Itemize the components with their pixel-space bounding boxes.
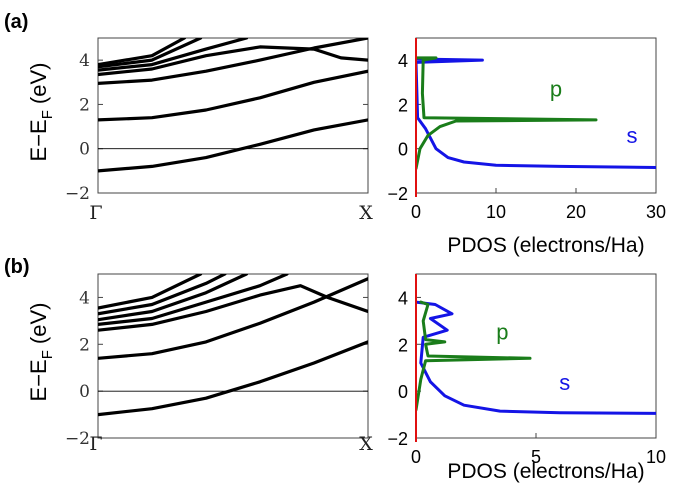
band-curve xyxy=(98,38,249,72)
band-curve xyxy=(98,274,289,326)
pdos-annotation-p: p xyxy=(550,77,562,102)
band-curve xyxy=(98,45,368,77)
pdos-y-tick-label: 4 xyxy=(398,288,408,308)
pdos-x-tick-label: 10 xyxy=(646,447,666,467)
band-curve xyxy=(98,274,203,310)
band-y-tick-label: 2 xyxy=(79,95,90,115)
pdos-x-axis-label: PDOS (electrons/Ha) xyxy=(447,234,644,257)
band-structure-plot: −2 0 2 4 Γ X xyxy=(65,37,373,224)
band-curves xyxy=(98,38,368,173)
pdos-x-tick-label: 20 xyxy=(566,202,586,222)
band-curve xyxy=(98,284,368,332)
y-axis-label-unit: (eV) xyxy=(26,303,51,345)
pdos-y-tick-label: 0 xyxy=(398,140,408,160)
pdos-y-tick-label: 0 xyxy=(398,382,408,402)
band-curve xyxy=(98,38,203,69)
y-axis-label-main: E−E xyxy=(26,119,51,161)
pdos-y-tick-label: −2 xyxy=(387,429,408,449)
x-tick-label-gamma: Γ xyxy=(89,202,102,224)
pdos-x-tick-label: 0 xyxy=(411,447,421,467)
pdos-annotation-s: s xyxy=(627,123,638,148)
band-curve xyxy=(98,118,368,173)
y-axis-label-main: E−E xyxy=(26,359,51,401)
band-curve xyxy=(98,38,186,67)
x-tick-label-x: X xyxy=(359,202,373,224)
pdos-y-tick-label: 4 xyxy=(398,51,408,71)
y-axis-label-unit: (eV) xyxy=(26,63,51,105)
pdos-series-s xyxy=(416,300,656,415)
pdos-series-p xyxy=(416,300,532,412)
band-y-tick-label: 4 xyxy=(79,288,90,308)
band-y-tick-label: 4 xyxy=(79,51,90,71)
band-curve xyxy=(98,274,249,322)
pdos-x-tick-label: 0 xyxy=(411,202,421,222)
band-plot-frame xyxy=(97,273,369,439)
pdos-y-tick-label: −2 xyxy=(387,184,408,204)
pdos-x-axis-label: PDOS (electrons/Ha) xyxy=(447,460,644,483)
band-curve xyxy=(98,277,368,360)
x-tick-label-x: X xyxy=(359,433,373,455)
pdos-series xyxy=(416,300,656,415)
y-axis-label-subscript: F xyxy=(39,350,56,359)
band-curve xyxy=(98,38,368,85)
y-axis-label-subscript: F xyxy=(39,110,56,119)
band-y-tick-label: 0 xyxy=(79,140,90,160)
band-curve xyxy=(98,340,368,417)
panel-label: (b) xyxy=(4,256,30,278)
pdos-series xyxy=(416,56,656,171)
band-y-tick-label: 0 xyxy=(79,382,90,402)
band-curve xyxy=(98,274,227,316)
pdos-x-tick-label: 10 xyxy=(486,202,506,222)
pdos-series-s xyxy=(416,57,656,169)
band-y-tick-label: −2 xyxy=(65,184,90,204)
pdos-annotation-s: s xyxy=(559,370,570,395)
y-axis-label: E−EF (eV) xyxy=(26,63,56,162)
pdos-x-tick-label: 5 xyxy=(531,447,541,467)
x-tick-label-gamma: Γ xyxy=(89,433,102,455)
band-structure-plot: −2 0 2 4 Γ X xyxy=(65,273,373,455)
pdos-x-tick-label: 30 xyxy=(646,202,666,222)
panel-label: (a) xyxy=(4,11,28,33)
band-plot-frame xyxy=(97,37,369,194)
band-curve xyxy=(98,69,368,122)
pdos-y-tick-label: 2 xyxy=(398,335,408,355)
band-y-tick-label: −2 xyxy=(65,429,90,449)
pdos-y-tick-label: 2 xyxy=(398,95,408,115)
band-y-tick-label: 2 xyxy=(79,335,90,355)
band-curves xyxy=(98,274,368,417)
pdos-series-p xyxy=(416,56,598,171)
y-axis-label: E−EF (eV) xyxy=(26,303,56,402)
pdos-annotation-p: p xyxy=(496,320,508,345)
